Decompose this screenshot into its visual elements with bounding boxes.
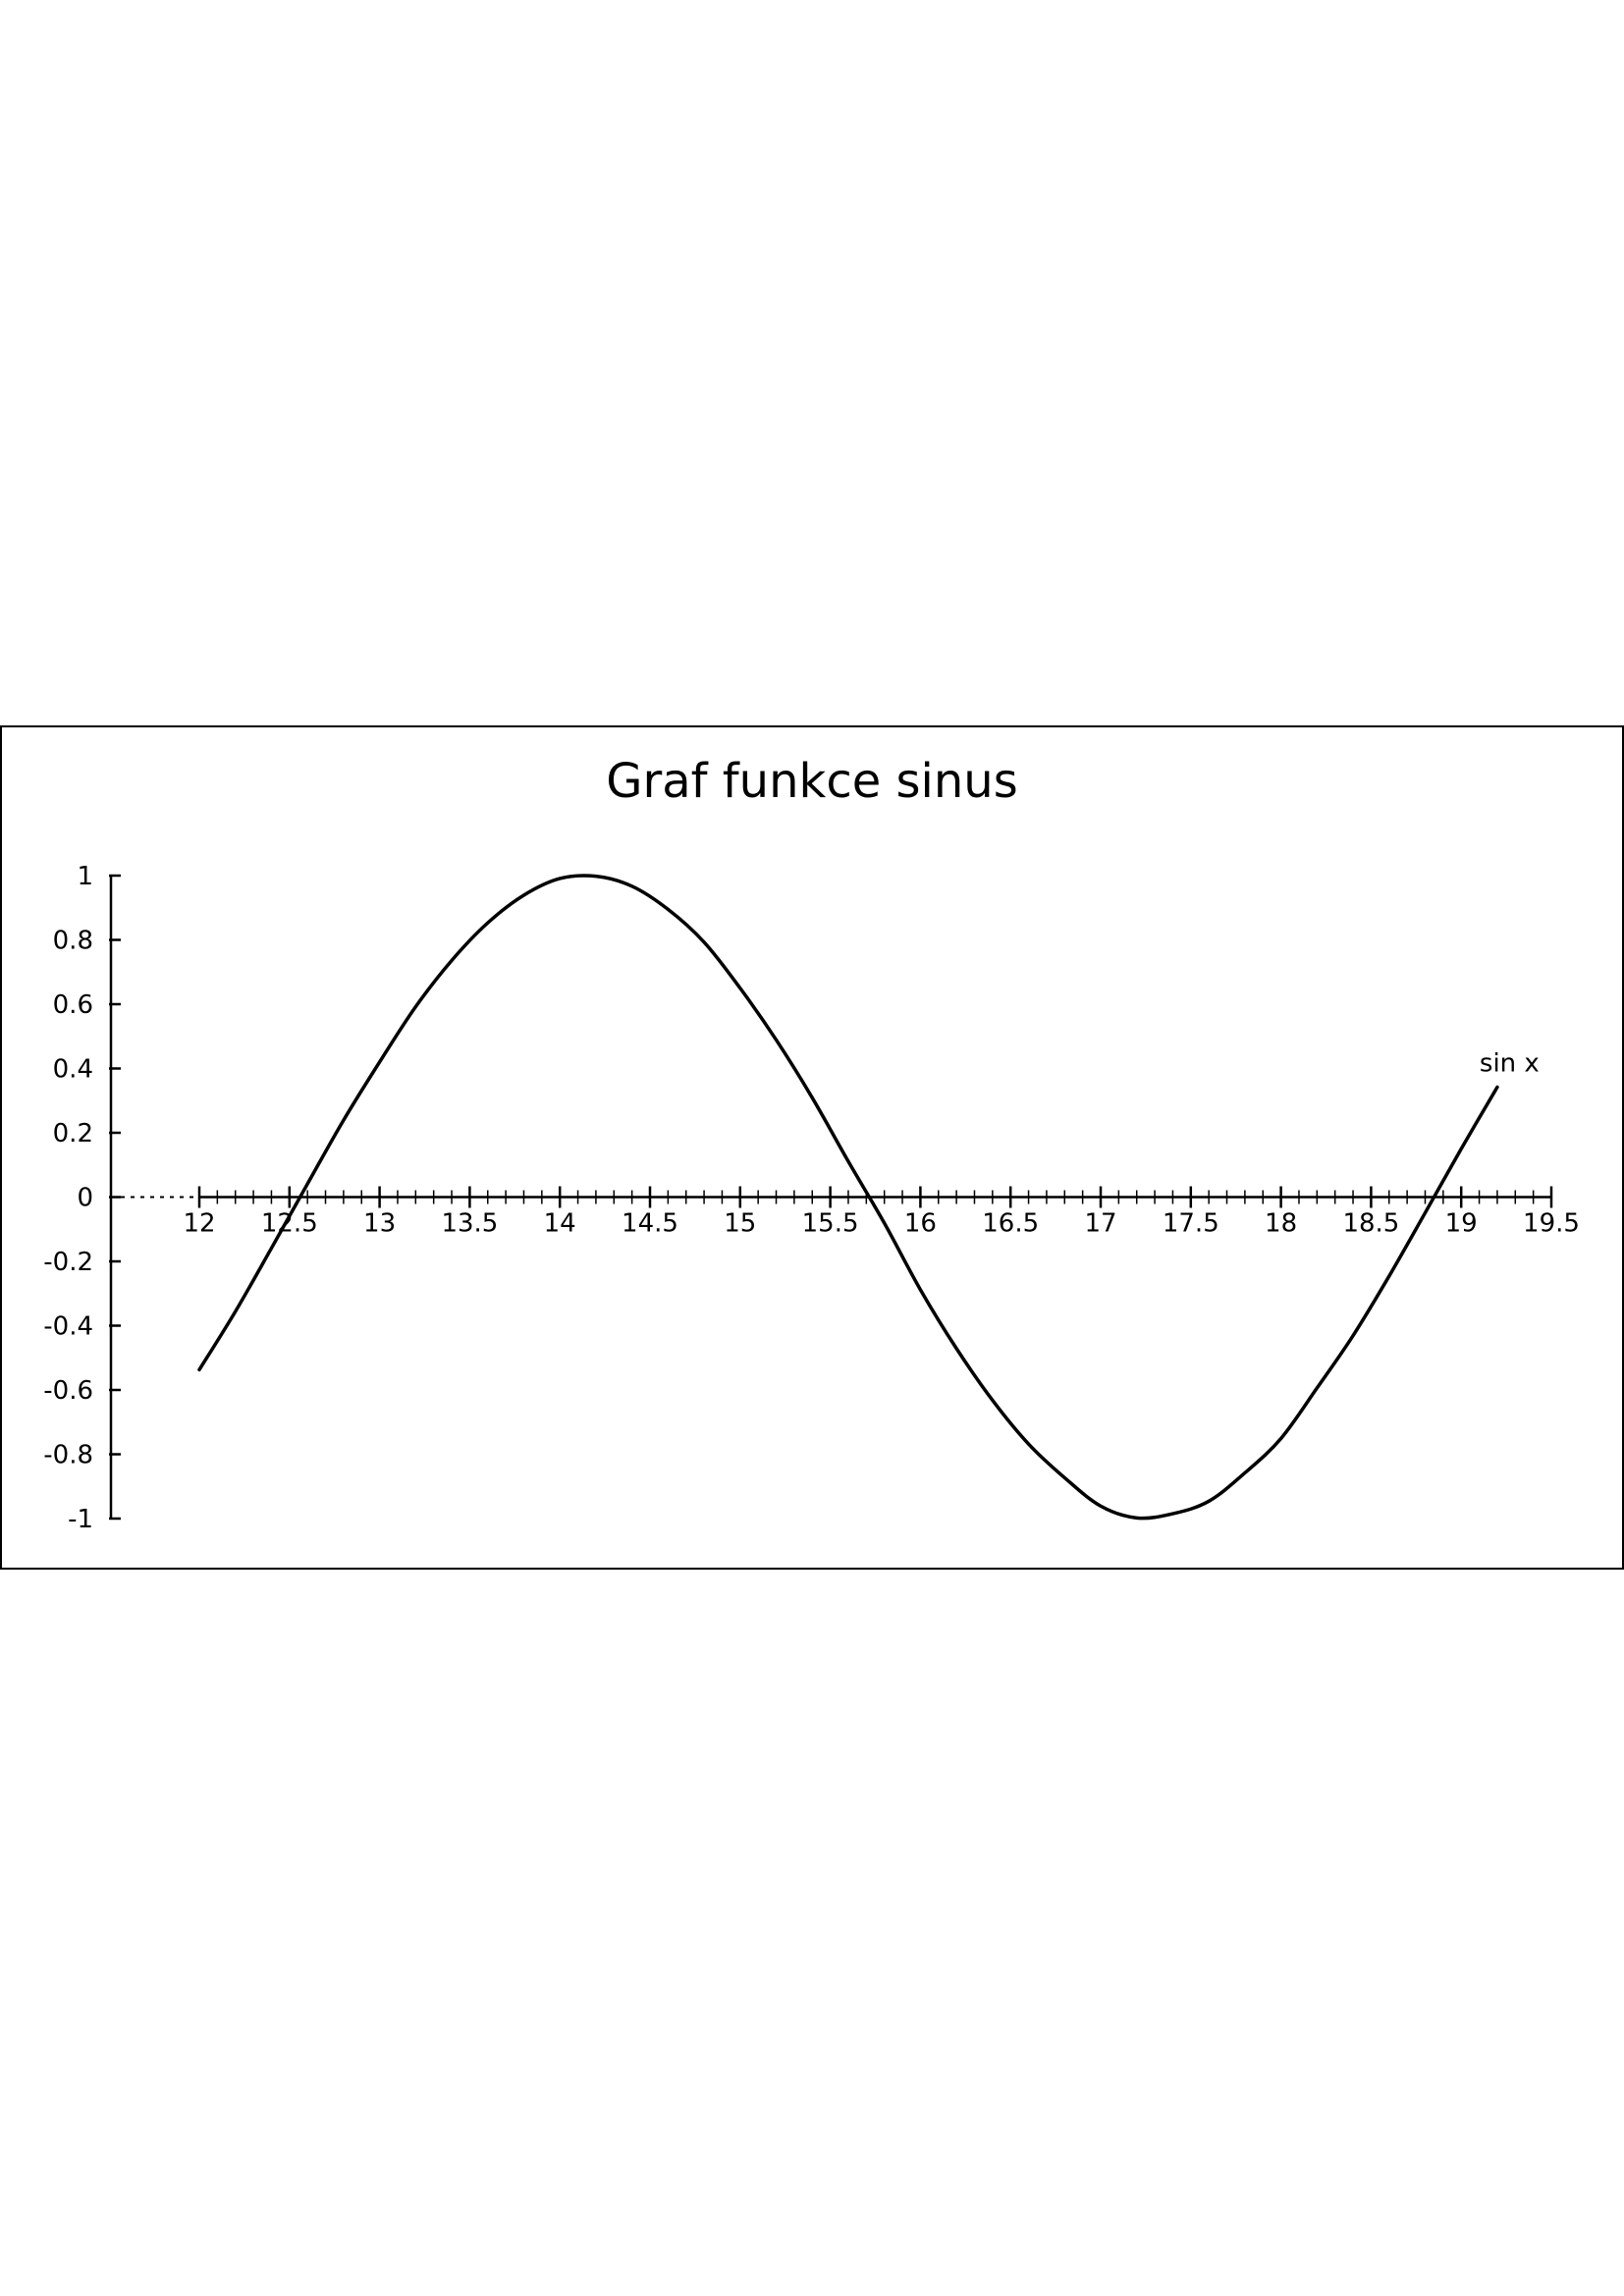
x-tick-label: 12 [183, 1209, 215, 1239]
y-tick-label: 0.6 [53, 990, 93, 1020]
y-tick-label: 1 [77, 862, 93, 891]
chart-title: Graf funkce sinus [606, 754, 1017, 809]
y-tick-label: 0.4 [53, 1055, 93, 1085]
y-tick-label: -0.2 [43, 1248, 93, 1277]
x-tick-label: 18.5 [1342, 1209, 1399, 1239]
x-tick-label: 17.5 [1163, 1209, 1219, 1239]
y-tick-label: 0.8 [53, 927, 93, 956]
x-tick-label: 19 [1445, 1209, 1478, 1239]
y-tick-label: -0.4 [43, 1312, 93, 1342]
axes: 10.80.60.40.20-0.2-0.4-0.6-0.8-112 12.5 13… [43, 862, 1580, 1534]
x-tick-label: 14.5 [622, 1209, 678, 1239]
x-tick-label: 16 [904, 1209, 937, 1239]
x-tick-label: 18 [1265, 1209, 1297, 1239]
x-tick-label: 13.5 [441, 1209, 498, 1239]
x-tick-label: 15 [724, 1209, 756, 1239]
series-line-sin-x [197, 874, 1499, 1521]
x-tick-label: 19.5 [1523, 1209, 1580, 1239]
x-tick-label: 16.5 [982, 1209, 1039, 1239]
y-tick-label: -0.8 [43, 1441, 93, 1470]
x-tick-label: 13 [363, 1209, 396, 1239]
series-layer: sin x [197, 874, 1540, 1521]
y-tick-label: 0 [77, 1184, 93, 1213]
series-label: sin x [1480, 1048, 1540, 1078]
y-tick-label: -1 [68, 1505, 93, 1534]
y-tick-label: 0.2 [53, 1119, 93, 1148]
chart-frame [0, 725, 1624, 1570]
y-tick-label: -0.6 [43, 1376, 93, 1406]
x-tick-label: 17 [1084, 1209, 1116, 1239]
x-tick-label: 14 [544, 1209, 576, 1239]
x-tick-label: 15.5 [802, 1209, 859, 1239]
